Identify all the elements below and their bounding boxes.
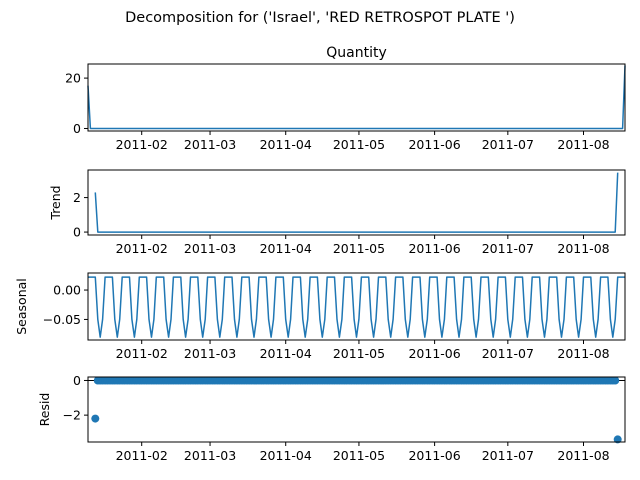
trend-y-tick-label: 0 [73, 225, 81, 240]
resid-x-tick-label: 2011-04 [260, 448, 312, 463]
panel-trend: 2011-02 2011-03 2011-04 2011-05 2011-06 2011-… [48, 169, 626, 256]
trend-x-tick-label: 2011-02 [116, 241, 168, 256]
resid-x-tick-label: 2011-05 [333, 448, 385, 463]
resid-x-tick-label: 2011-06 [408, 448, 460, 463]
figure-title: Decomposition for ('Israel', 'RED RETROS… [125, 10, 515, 26]
trend-axes-frame [87, 169, 626, 236]
resid-y-axis-label: Resid [37, 393, 52, 427]
resid-x-tick-label: 2011-02 [116, 448, 168, 463]
seasonal-x-tick-label: 2011-03 [184, 346, 236, 361]
seasonal-x-tick-label: 2011-02 [116, 346, 168, 361]
observed-x-tick-label: 2011-02 [116, 137, 168, 152]
trend-series-line [94, 172, 619, 233]
panel-seasonal: 2011-02 2011-03 2011-04 2011-05 2011-06 2011-… [14, 272, 626, 361]
seasonal-x-tick-label: 2011-06 [408, 346, 460, 361]
trend-x-tick-label: 2011-04 [260, 241, 312, 256]
trend-x-tick-label: 2011-08 [557, 241, 609, 256]
observed-x-tick-label: 2011-03 [184, 137, 236, 152]
seasonal-y-tick-label: −0.05 [43, 312, 81, 327]
resid-y-tick-label: 0 [73, 373, 81, 388]
resid-axes-frame [87, 376, 626, 443]
resid-point [91, 414, 100, 423]
observed-y-tick-label: 20 [65, 71, 81, 86]
resid-x-tick-label: 2011-08 [557, 448, 609, 463]
resid-point [613, 435, 622, 444]
observed-series-line [87, 65, 626, 130]
trend-y-axis-label: Trend [48, 185, 63, 220]
trend-x-tick-label: 2011-05 [333, 241, 385, 256]
seasonal-x-tick-label: 2011-05 [333, 346, 385, 361]
observed-x-tick-label: 2011-08 [557, 137, 609, 152]
seasonal-axes-frame [87, 272, 626, 341]
trend-x-tick-label: 2011-03 [184, 241, 236, 256]
observed-title: Quantity [326, 45, 387, 61]
resid-y-tick-label: −2 [63, 408, 81, 423]
panel-resid: 2011-02 2011-03 2011-04 2011-05 2011-06 2011-… [37, 373, 626, 463]
seasonal-x-tick-label: 2011-04 [260, 346, 312, 361]
observed-x-tick-label: 2011-06 [408, 137, 460, 152]
observed-x-tick-label: 2011-04 [260, 137, 312, 152]
panel-observed: 2011-02 2011-03 2011-04 2011-05 2011-06 2011-… [65, 45, 626, 152]
observed-y-tick-label: 0 [73, 121, 81, 136]
resid-x-tick-label: 2011-07 [482, 448, 534, 463]
seasonal-y-tick-label: 0.00 [53, 283, 81, 298]
trend-x-tick-label: 2011-07 [482, 241, 534, 256]
observed-x-tick-label: 2011-07 [482, 137, 534, 152]
observed-axes-frame [87, 63, 626, 132]
observed-x-tick-label: 2011-05 [333, 137, 385, 152]
seasonal-x-tick-label: 2011-07 [482, 346, 534, 361]
seasonal-y-axis-label: Seasonal [14, 278, 29, 335]
resid-x-tick-label: 2011-03 [184, 448, 236, 463]
seasonal-series-line [88, 276, 625, 338]
trend-x-tick-label: 2011-06 [408, 241, 460, 256]
trend-y-tick-label: 2 [73, 190, 81, 205]
resid-point [611, 376, 620, 385]
seasonal-x-tick-label: 2011-08 [557, 346, 609, 361]
